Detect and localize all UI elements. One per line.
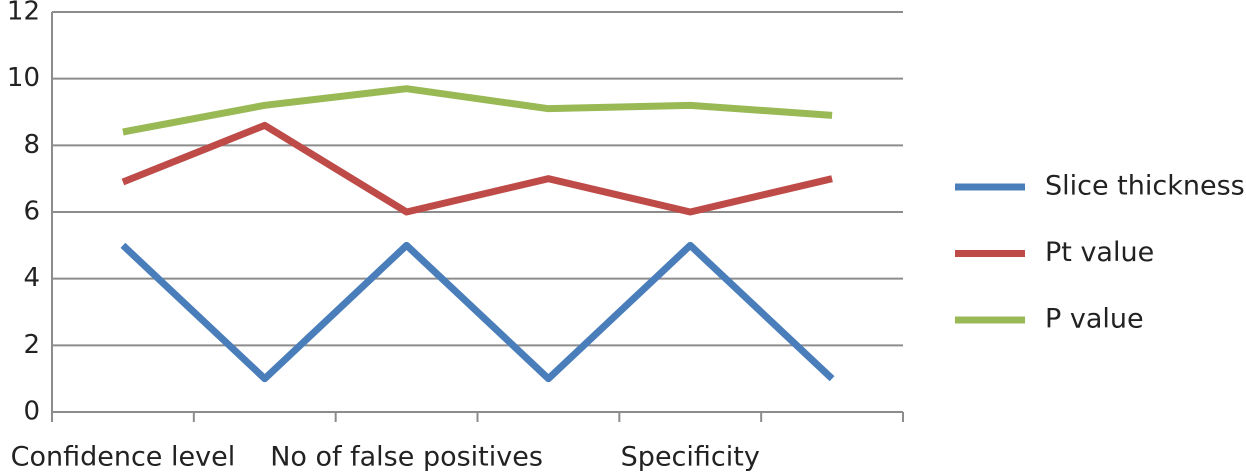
legend-label: Slice thickness — [1045, 171, 1245, 202]
y-tick-label: 12 — [7, 0, 40, 27]
y-tick-label: 0 — [23, 397, 40, 427]
series-line — [122, 85, 833, 136]
y-tick-label: 10 — [7, 63, 40, 93]
legend-label: P value — [1045, 304, 1144, 335]
series-line — [120, 241, 835, 383]
y-tick-label: 2 — [23, 330, 40, 360]
y-tick-label: 4 — [23, 263, 40, 293]
x-tick-label: No of false positives — [270, 442, 543, 473]
legend-label: Pt value — [1045, 237, 1154, 268]
y-tick-label: 8 — [23, 130, 40, 160]
y-tick-label: 6 — [23, 197, 40, 227]
x-tick-label: Specificity — [621, 442, 760, 473]
series-line — [121, 121, 833, 216]
x-tick-label: Confidence level — [11, 442, 236, 473]
